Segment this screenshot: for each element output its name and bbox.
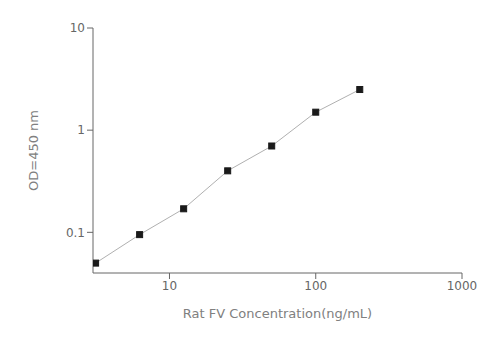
svg-text:1: 1 <box>77 123 85 137</box>
svg-text:1000: 1000 <box>447 279 478 293</box>
svg-text:100: 100 <box>304 279 327 293</box>
svg-text:Rat FV Concentration(ng/mL): Rat FV Concentration(ng/mL) <box>183 306 372 321</box>
svg-text:0.1: 0.1 <box>66 226 85 240</box>
svg-text:10: 10 <box>70 21 85 35</box>
svg-text:10: 10 <box>162 279 177 293</box>
svg-text:OD=450 nm: OD=450 nm <box>26 110 41 191</box>
